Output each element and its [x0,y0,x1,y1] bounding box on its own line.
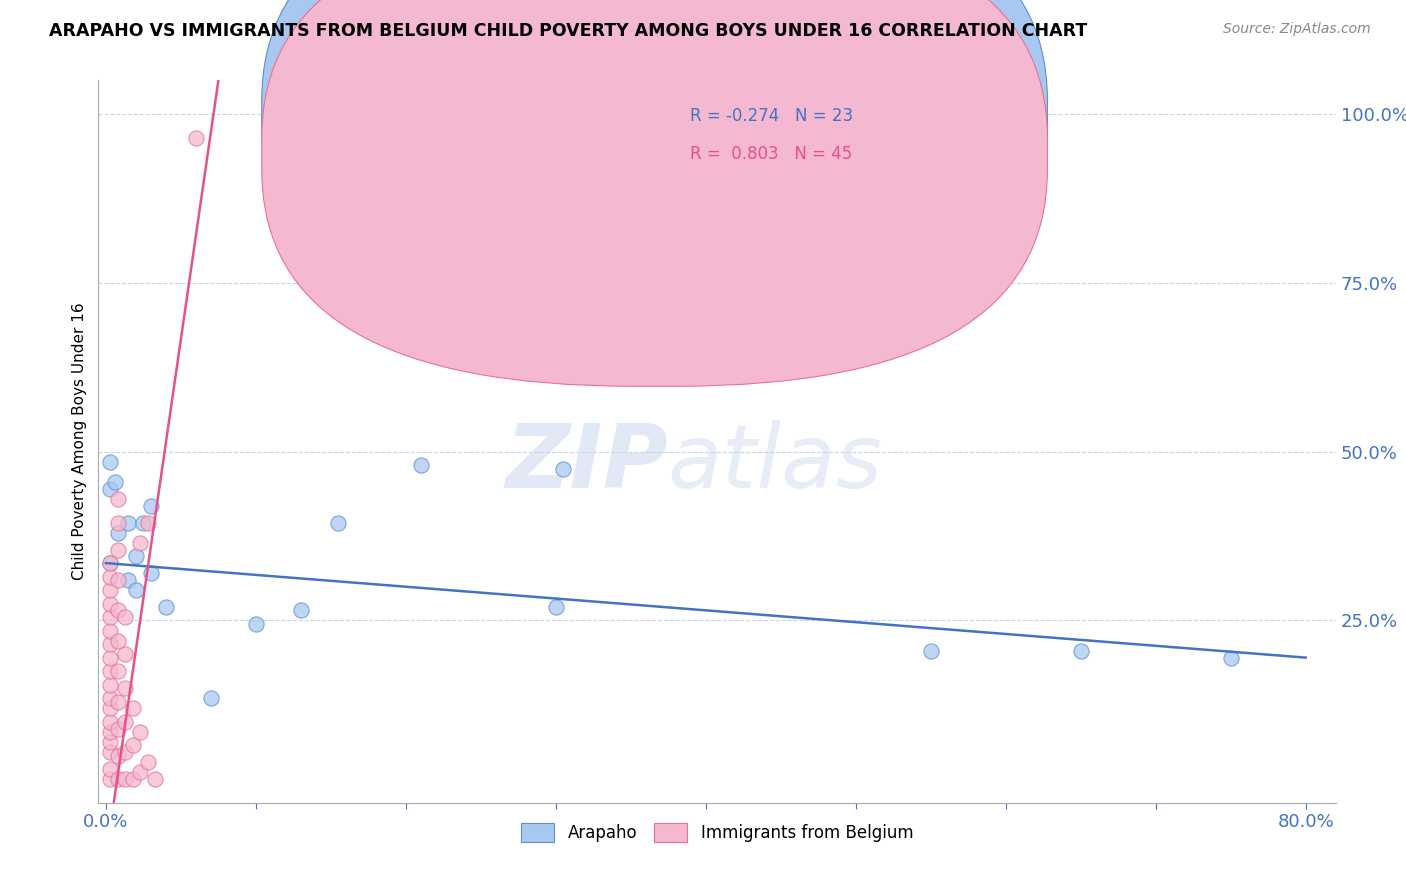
Point [114,714,136,729]
Point [100,678,122,692]
Text: ZIP: ZIP [505,420,668,507]
Point [114,647,136,661]
Point [100,714,122,729]
Point [100,556,122,570]
Point [290,603,312,617]
Point [100,637,122,651]
FancyBboxPatch shape [612,91,946,181]
Point [328,516,350,530]
Point [117,516,139,530]
Point [100,556,122,570]
Point [100,762,122,776]
Point [100,482,122,496]
Text: Source: ZipAtlas.com: Source: ZipAtlas.com [1223,22,1371,37]
Point [129,536,152,550]
Point [129,765,152,780]
Point [920,644,942,658]
Point [245,616,267,631]
Point [100,772,122,787]
Point [107,748,129,763]
Point [200,691,222,706]
Point [107,633,129,648]
Point [117,573,139,587]
Point [100,725,122,739]
Point [114,681,136,695]
FancyBboxPatch shape [262,0,1047,349]
Point [107,664,129,678]
Point [100,583,122,598]
Point [100,664,122,678]
Point [139,499,162,513]
Text: R = -0.274   N = 23: R = -0.274 N = 23 [690,107,853,126]
Point [114,772,136,787]
Point [107,491,129,506]
Point [125,583,148,598]
Point [184,130,207,145]
Point [100,735,122,749]
Point [100,624,122,638]
Point [100,745,122,759]
Point [155,599,177,614]
Point [1219,650,1241,665]
Point [136,756,159,770]
FancyBboxPatch shape [262,0,1047,386]
Point [107,525,129,540]
Point [100,569,122,583]
Point [122,701,145,715]
Point [100,455,122,469]
Y-axis label: Child Poverty Among Boys Under 16: Child Poverty Among Boys Under 16 [72,302,87,581]
Point [544,599,567,614]
Point [107,573,129,587]
Point [136,516,159,530]
Point [107,772,129,787]
Point [114,745,136,759]
Text: atlas: atlas [668,420,883,507]
Point [553,461,575,475]
Point [107,603,129,617]
Point [100,597,122,611]
Point [104,475,127,489]
Point [114,610,136,624]
Point [139,566,162,581]
Point [1070,644,1092,658]
Point [125,549,148,564]
Point [409,458,432,472]
Point [100,701,122,715]
Point [129,725,152,739]
Point [107,542,129,557]
Text: R =  0.803   N = 45: R = 0.803 N = 45 [690,145,852,162]
Point [145,772,167,787]
Point [100,610,122,624]
Point [107,694,129,708]
Text: ARAPAHO VS IMMIGRANTS FROM BELGIUM CHILD POVERTY AMONG BOYS UNDER 16 CORRELATION: ARAPAHO VS IMMIGRANTS FROM BELGIUM CHILD… [49,22,1087,40]
Point [107,516,129,530]
Point [100,691,122,706]
Legend: Arapaho, Immigrants from Belgium: Arapaho, Immigrants from Belgium [515,816,920,848]
Point [122,739,145,753]
Point [107,722,129,736]
Point [122,772,145,787]
Point [132,516,155,530]
Point [100,650,122,665]
